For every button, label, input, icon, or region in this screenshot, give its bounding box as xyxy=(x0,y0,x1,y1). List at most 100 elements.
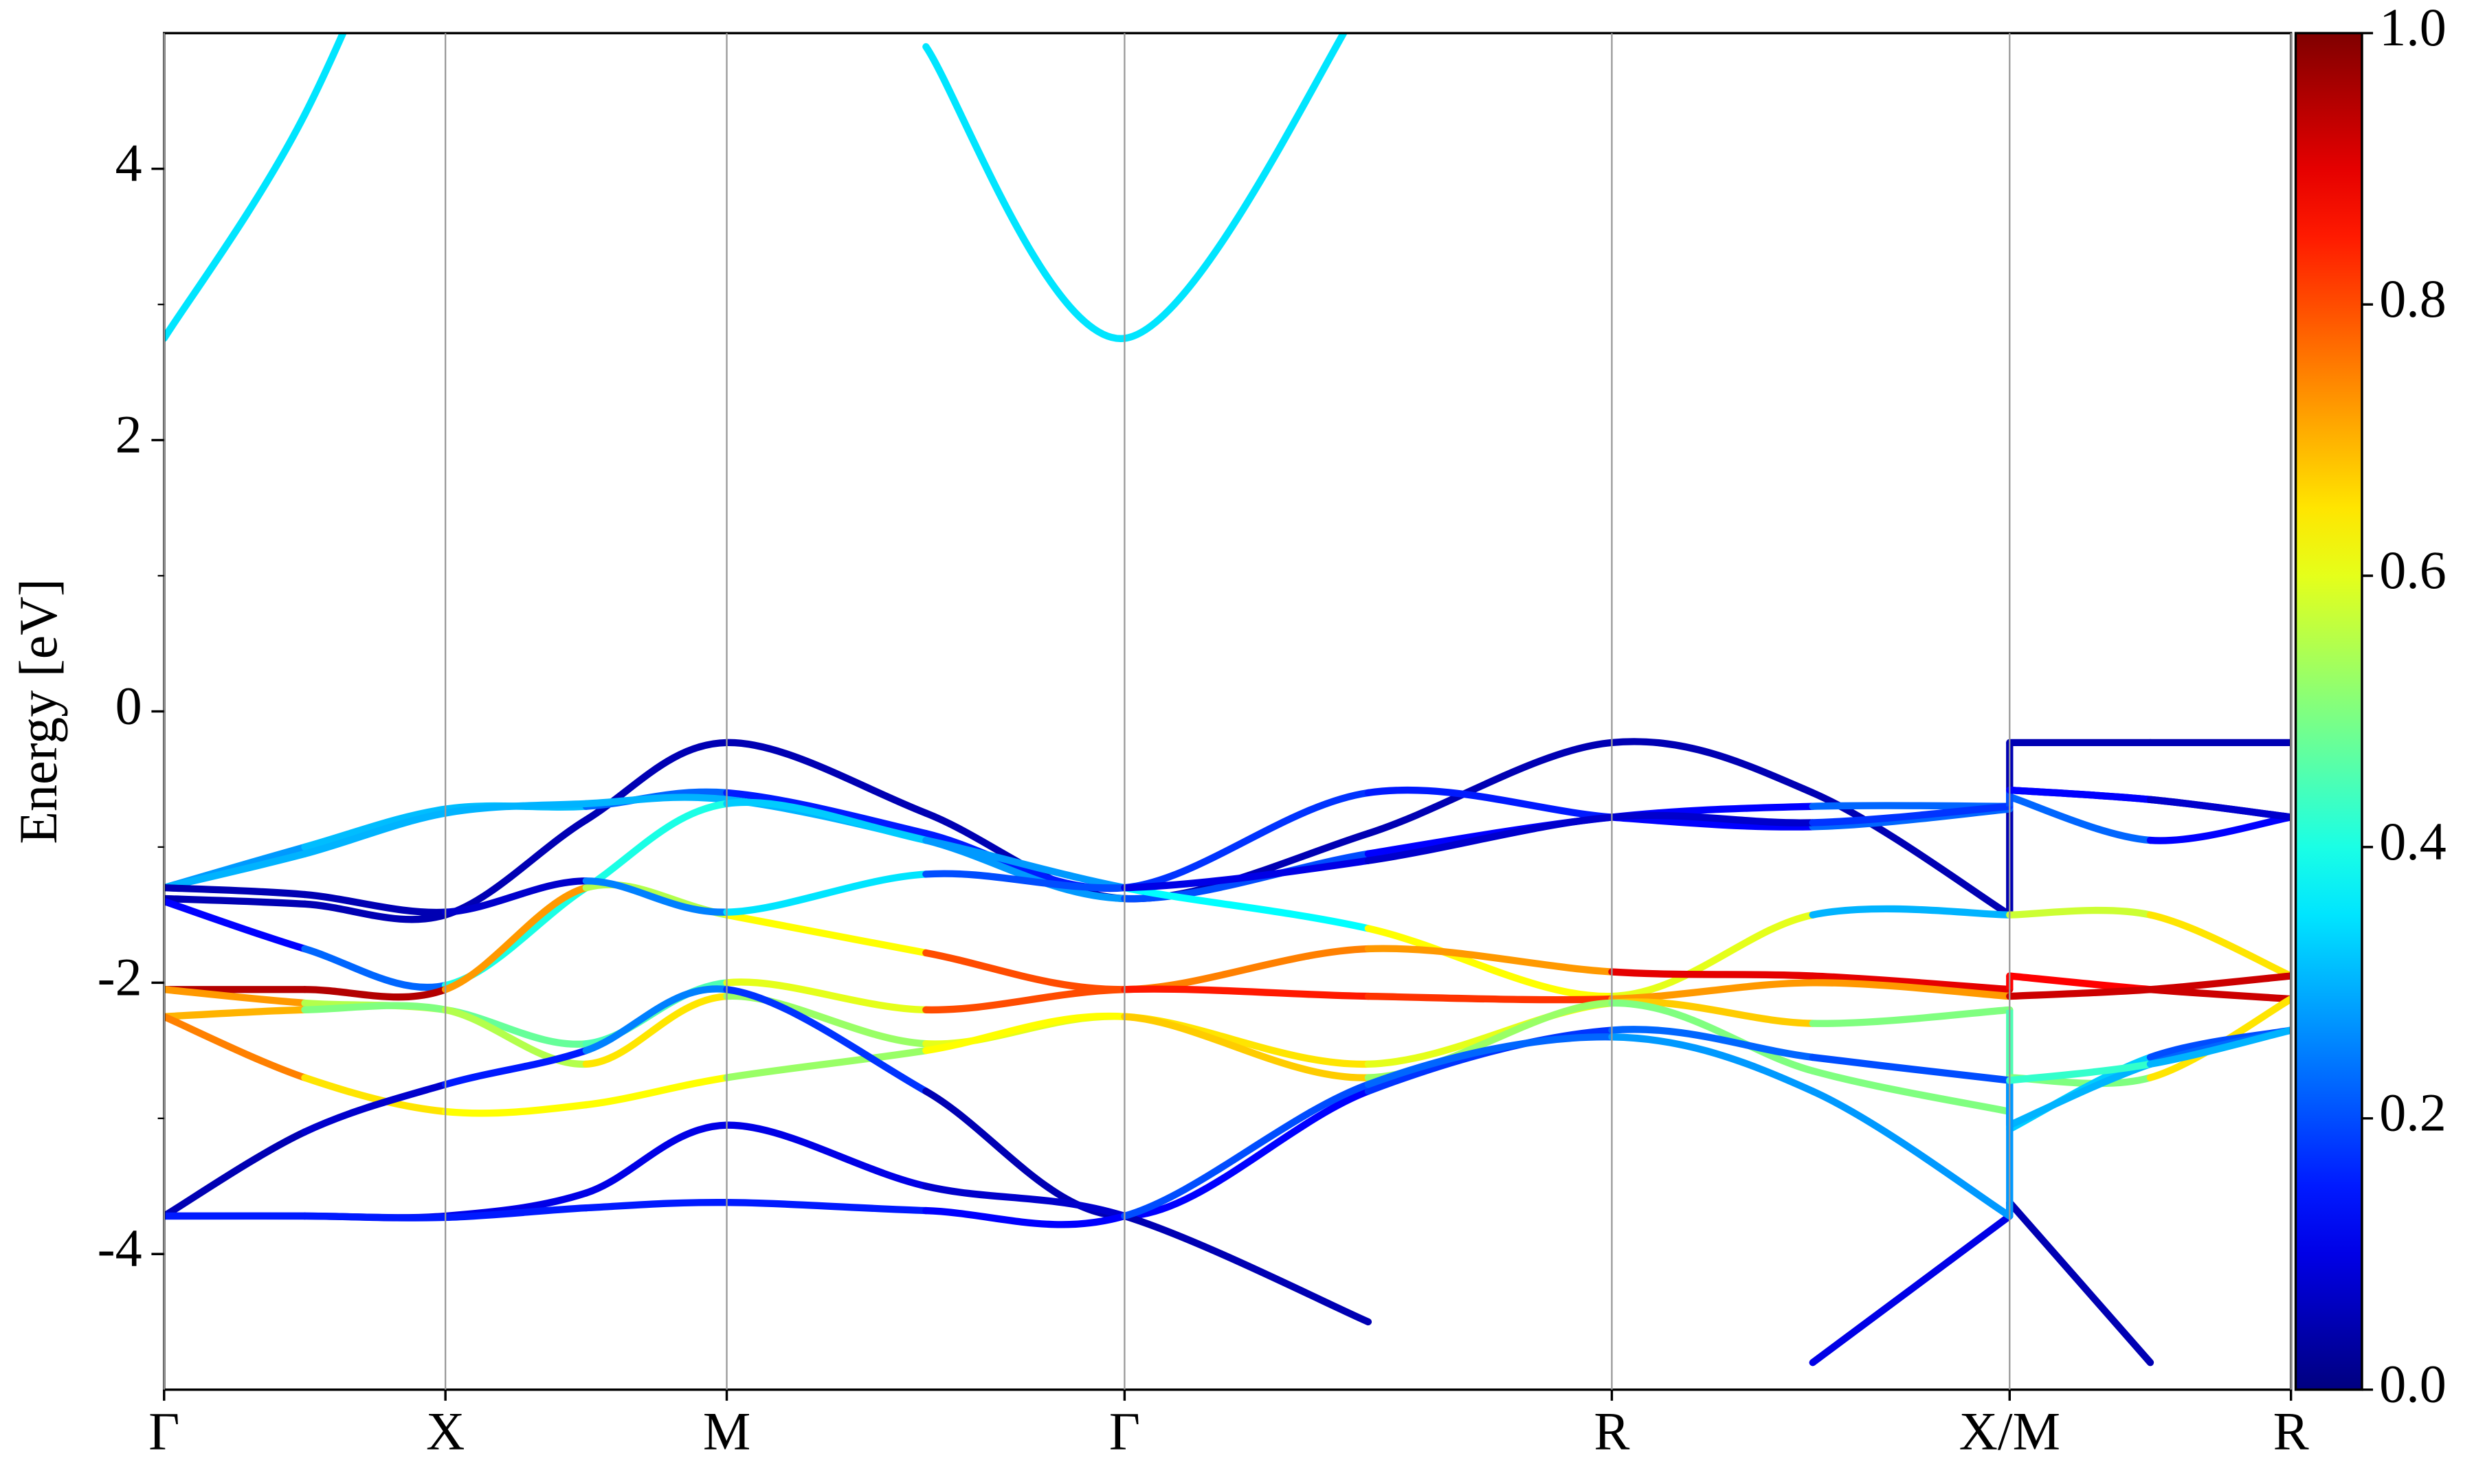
x-tick-label: X xyxy=(426,1402,465,1461)
x-tick-label: Γ xyxy=(1109,1402,1140,1461)
band-segment xyxy=(1121,857,1372,892)
band-segment xyxy=(1121,850,1372,903)
band-segment xyxy=(1364,945,1616,976)
band-segment xyxy=(1809,1088,2014,1220)
band-segment xyxy=(441,1046,590,1088)
band-segment xyxy=(582,794,731,807)
band-segment xyxy=(922,1206,1128,1228)
bands xyxy=(164,33,2291,1367)
band-segment xyxy=(922,949,1128,993)
y-tick-label: 4 xyxy=(115,133,142,193)
band-segment xyxy=(301,1081,449,1136)
y-axis-label: Energy [eV] xyxy=(8,578,68,844)
band-segment xyxy=(582,877,731,916)
band-segment xyxy=(164,897,309,953)
band-segment xyxy=(164,895,309,908)
band-segment xyxy=(301,805,449,851)
band-segment xyxy=(1809,1212,2014,1367)
band-segment xyxy=(301,809,449,857)
band-segment xyxy=(1121,33,1348,342)
colorbar-tick-label: 0.8 xyxy=(2379,269,2447,328)
band-segment xyxy=(2146,1026,2291,1068)
band-segment xyxy=(164,986,309,1007)
band-segment xyxy=(2146,911,2291,980)
band-segment xyxy=(582,1198,731,1212)
band-segment xyxy=(723,789,930,837)
band-segment xyxy=(1809,972,2014,993)
band-segment xyxy=(2006,786,2154,803)
band-segment xyxy=(1121,1081,1372,1220)
band-segment xyxy=(582,992,731,1068)
colorbar xyxy=(2294,32,2363,1391)
band-segment xyxy=(441,1101,590,1117)
band-segment xyxy=(1809,1006,2014,1027)
band-segment xyxy=(1121,884,1372,932)
band-segment xyxy=(1608,1033,1816,1095)
band-segment xyxy=(164,1013,309,1081)
band-segment xyxy=(922,43,1128,342)
band-segment xyxy=(1608,811,1816,827)
band-segment xyxy=(2006,1060,2154,1129)
band-segment xyxy=(441,800,590,817)
band-segment xyxy=(1121,789,1372,892)
band-segment xyxy=(582,1074,731,1109)
colorbar-tick-label: 0.4 xyxy=(2379,811,2447,871)
band-segment xyxy=(301,890,449,917)
band-segment xyxy=(441,884,590,993)
band-segment xyxy=(1364,813,1616,864)
y-tick-label: -2 xyxy=(98,947,142,1007)
band-segment xyxy=(723,992,930,1048)
band-segment xyxy=(301,1212,449,1222)
band-segment xyxy=(1121,1212,1372,1326)
band-segment xyxy=(1809,1067,2014,1116)
band-segment xyxy=(723,911,930,957)
band-segment xyxy=(1809,1053,2014,1084)
band-segment xyxy=(164,850,309,892)
band-segment xyxy=(1364,1033,1616,1088)
band-segment xyxy=(723,978,930,1014)
band-segment xyxy=(2006,1060,2154,1084)
band-segment xyxy=(441,1006,590,1068)
band-segment xyxy=(2006,1199,2154,1367)
band-segment xyxy=(582,1121,731,1197)
band-segment xyxy=(1364,786,1616,821)
y-tick-label: 0 xyxy=(115,675,142,735)
x-tick-label: R xyxy=(2273,1402,2309,1461)
band-segment xyxy=(2006,906,2154,919)
band-segment xyxy=(922,1012,1128,1055)
band-segment xyxy=(1121,985,1372,1000)
band-segment xyxy=(723,1199,930,1215)
band-segment xyxy=(723,870,930,916)
band-segment xyxy=(2146,813,2291,844)
band-segment xyxy=(2146,796,2291,821)
band-segment xyxy=(1121,1013,1372,1081)
band-segment xyxy=(301,945,449,991)
band-segment xyxy=(1364,992,1616,1004)
colorbar-tick-label: 0.6 xyxy=(2379,540,2447,600)
y-tick-label: 2 xyxy=(115,404,142,464)
band-segment xyxy=(1364,739,1616,837)
x-tick-label: X/M xyxy=(1959,1402,2060,1461)
band-segment xyxy=(301,986,449,1001)
x-tick-label: R xyxy=(1594,1402,1629,1461)
band-segment xyxy=(1121,1088,1372,1220)
band-segment xyxy=(582,739,731,824)
band-segment xyxy=(301,33,347,118)
band-segment xyxy=(723,1121,930,1190)
band-segment xyxy=(723,798,930,844)
band-segment xyxy=(922,870,1128,892)
band-segment xyxy=(1608,999,1816,1075)
band-segment xyxy=(164,884,309,899)
x-tick-label: Γ xyxy=(148,1402,179,1461)
colorbar-tick-label: 1.0 xyxy=(2379,0,2447,57)
band-segment xyxy=(1608,738,1816,797)
band-segment xyxy=(301,900,449,923)
band-segment xyxy=(301,1074,449,1116)
band-segment xyxy=(723,739,930,817)
colorbar-tick-label: 0.2 xyxy=(2379,1083,2447,1143)
band-segment xyxy=(441,877,590,916)
band-segment xyxy=(723,1046,930,1081)
colorbar-tick-label: 0.0 xyxy=(2379,1354,2447,1414)
band-segment xyxy=(1608,1026,1816,1061)
